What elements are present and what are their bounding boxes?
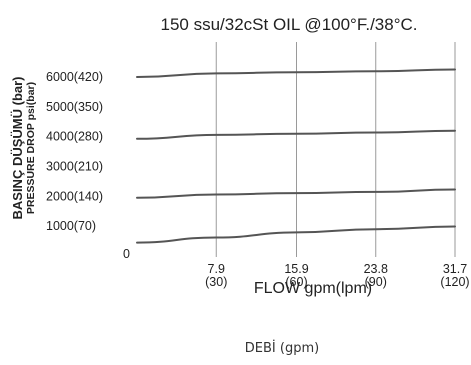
x-tick-label-lpm: (90) bbox=[365, 275, 387, 289]
y-axis-label-tr: BASINÇ DÜŞÜMÜ (bar) bbox=[10, 77, 25, 220]
chart-title: 150 ssu/32cSt OIL @100°F./38°C. bbox=[160, 15, 417, 34]
y-tick-label: 3000(210) bbox=[46, 160, 103, 174]
series-line-4 bbox=[136, 68, 456, 78]
x-tick-label-lpm: (30) bbox=[205, 275, 227, 289]
series-line-1 bbox=[136, 225, 456, 244]
x-tick-label-gpm: 15.9 bbox=[284, 262, 308, 276]
series-line-2 bbox=[136, 188, 456, 199]
vertical-grid bbox=[215, 42, 456, 257]
x-axis-label: FLOW gpm(lpm) bbox=[254, 280, 372, 297]
x-tick-label-lpm: (60) bbox=[285, 275, 307, 289]
x-tick-label-lpm: (120) bbox=[440, 275, 469, 289]
series-line-3 bbox=[136, 129, 456, 140]
y-tick-labels: 1000(70) 2000(140) 3000(210) 4000(280) 5000(… bbox=[46, 70, 103, 233]
y-axis-label-en: PRESSURE DROP psi(bar) bbox=[25, 82, 37, 214]
x-origin-label: 0 bbox=[123, 247, 130, 261]
x-tick-label-gpm: 23.8 bbox=[364, 262, 388, 276]
x-tick-label-gpm: 7.9 bbox=[208, 262, 225, 276]
series-lines bbox=[136, 68, 456, 244]
y-tick-label: 4000(280) bbox=[46, 130, 103, 144]
y-tick-label: 1000(70) bbox=[46, 219, 96, 233]
x-tick-labels: 7.9(30) 15.9(60) 23.8(90) 31.7(120) bbox=[205, 262, 469, 289]
x-tick-label-gpm: 31.7 bbox=[443, 262, 467, 276]
y-tick-label: 6000(420) bbox=[46, 70, 103, 84]
y-tick-label: 2000(140) bbox=[46, 189, 103, 203]
chart-caption: DEBİ (gpm) bbox=[245, 340, 319, 356]
y-tick-label: 5000(350) bbox=[46, 100, 103, 114]
